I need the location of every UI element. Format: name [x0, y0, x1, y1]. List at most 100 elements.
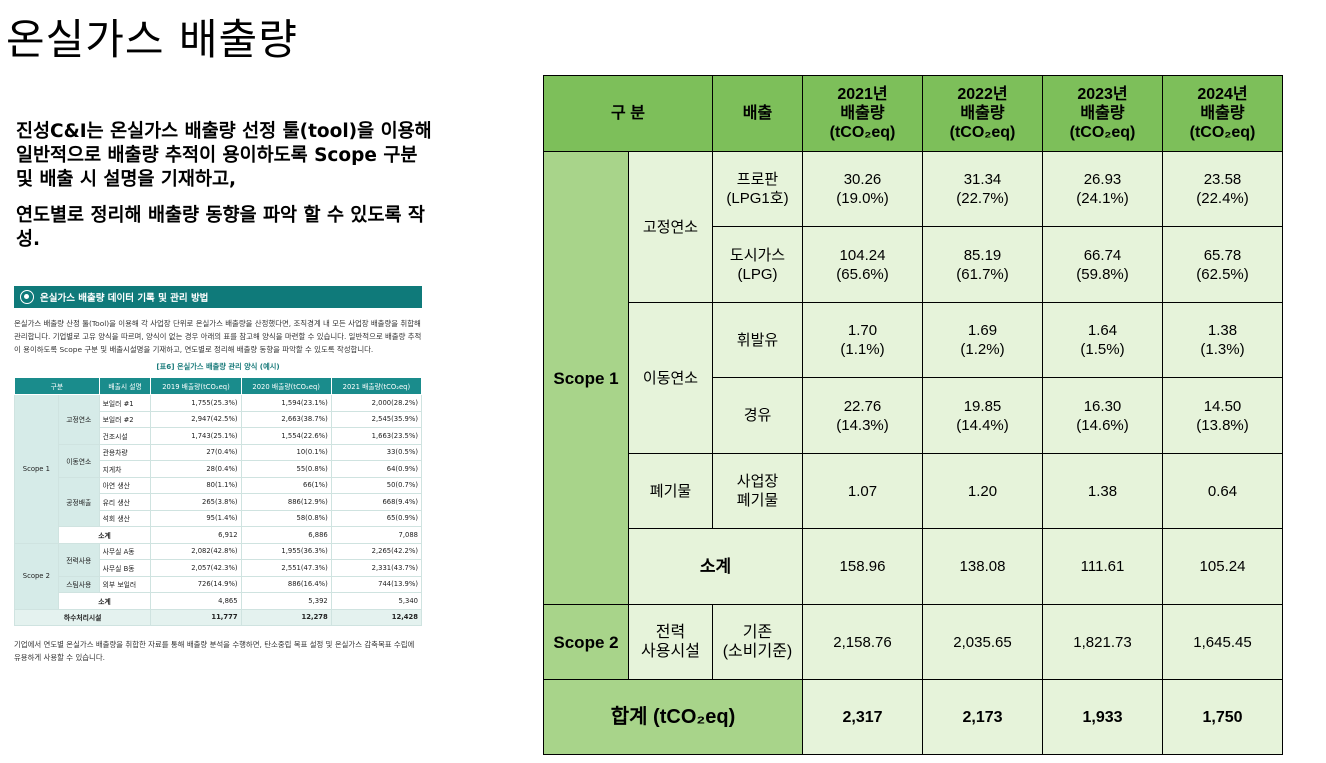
inset-scope1: Scope 1 — [14, 394, 59, 544]
th-year-2021: 2021년 배출량 (tCO₂eq) — [802, 75, 923, 152]
inset-cell: 2,545(35.9%) — [330, 410, 423, 428]
value-cell: 158.96 — [802, 528, 923, 605]
value-cell: 105.24 — [1162, 528, 1283, 605]
inset-cell: 11,777 — [150, 608, 242, 626]
inset-footer: 기업에서 연도별 온실가스 배출량을 취합한 자료를 통해 배출량 분석을 수행… — [14, 640, 415, 662]
inset-cell: 관용차량 — [98, 443, 152, 461]
table-row: Scope 1 고정연소 프로판 (LPG1호) 30.26 (19.0%) 31.… — [543, 151, 1283, 605]
inset-cell: 12,428 — [330, 608, 423, 626]
inset-cell: 건조시설 — [98, 427, 152, 445]
inset-cell: 보일러 #1 — [98, 394, 152, 412]
inset-cell: 95(1.4%) — [150, 509, 242, 527]
value-cell: 26.93 (24.1%) — [1042, 151, 1163, 227]
inset-subtotal-label: 소계 — [57, 592, 152, 610]
inset-cell: 사무실 A동 — [98, 542, 152, 560]
table-row: 보일러 #2 2,947(42.5%) 2,663(38.7%) 2,545(3… — [15, 410, 423, 428]
value-cell: 1.70 (1.1%) — [802, 302, 923, 378]
value-cell: 1.69 (1.2%) — [922, 302, 1043, 378]
inset-cell: 5,392 — [240, 592, 332, 610]
inset-cell: 1,594(23.1%) — [240, 394, 332, 412]
value-cell: 111.61 — [1042, 528, 1163, 605]
inset-cell: 2,947(42.5%) — [150, 410, 242, 428]
total-cell: 2,173 — [922, 679, 1043, 755]
inset-cell: 33(0.5%) — [330, 443, 423, 461]
table-header-row: 구 분 배출 2021년 배출량 (tCO₂eq) 2022년 배출량 (tCO₂eq)… — [543, 75, 1283, 152]
inset-cell: 아연 생산 — [98, 476, 152, 494]
table-row: 경유 22.76 (14.3%) 19.85 (14.4%) 16.30 (14.6%… — [544, 377, 1283, 454]
page-title: 온실가스 배출량 — [6, 15, 298, 64]
table-row: 소계 158.96 138.08 111.61 105.24 — [544, 528, 1283, 605]
table-row: 공정배출 아연 생산 80(1.1%) 66(1%) 50(0.7%) — [15, 476, 423, 527]
inset-cell: 2,057(42.3%) — [150, 559, 242, 577]
inset-th-2021: 2021 배출량(tCO₂eq) — [330, 377, 423, 395]
inset-cell: 5,340 — [330, 592, 423, 610]
inset-cell: 886(12.9%) — [240, 493, 332, 511]
inset-th-category: 구분 — [14, 377, 100, 395]
inset-th-desc: 배출시 설명 — [98, 377, 152, 395]
inset-document: 온실가스 배출량 데이터 기록 및 관리 방법 온실가스 배출량 산정 툴(To… — [13, 286, 423, 664]
waste-label: 폐기물 — [628, 453, 713, 529]
inset-cell: 28(0.4%) — [150, 460, 242, 478]
value-cell: 1.07 — [802, 453, 923, 529]
inset-cell: 2,265(42.2%) — [330, 542, 423, 560]
table-row: 석회 생산 95(1.4%) 58(0.8%) 65(0.9%) — [15, 509, 423, 527]
table-row: 이동연소 관용차량 27(0.4%) 10(0.1%) 33(0.5%) — [15, 443, 423, 478]
inset-cell: 10(0.1%) — [240, 443, 332, 461]
table-row: 하수처리시설 11,777 12,278 12,428 — [13, 608, 423, 626]
inset-cell: 744(13.9%) — [330, 575, 423, 593]
value-cell: 2,158.76 — [802, 604, 923, 680]
inset-cell: 2,331(43.7%) — [330, 559, 423, 577]
total-cell: 1,750 — [1162, 679, 1283, 755]
value-cell: 19.85 (14.4%) — [922, 377, 1043, 454]
scope2-label: Scope 2 — [543, 604, 629, 680]
scope1-label: Scope 1 — [543, 151, 629, 605]
inset-cell: 2,000(28.2%) — [330, 394, 423, 412]
inset-header-title: 온실가스 배출량 데이터 기록 및 관리 방법 — [40, 293, 209, 304]
table-row: Scope 1 고정연소 보일러 #1 1,755(25.3%) 1,594(2… — [14, 394, 423, 544]
table-row: 스팀사용 외부 보일러 726(14.9%) 886(16.4%) 744(13… — [15, 575, 423, 593]
value-cell: 22.76 (14.3%) — [802, 377, 923, 454]
value-cell: 1.20 — [922, 453, 1043, 529]
inset-cell: 55(0.8%) — [240, 460, 332, 478]
table-total-row: 합계 (tCO₂eq) 2,317 2,173 1,933 1,750 — [543, 679, 1283, 755]
gear-icon — [20, 290, 34, 304]
value-cell: 138.08 — [922, 528, 1043, 605]
power-facility-label: 전력 사용시설 — [628, 604, 713, 680]
table-row: 소계 6,912 6,886 7,088 — [15, 526, 423, 544]
inset-cell: 2,663(38.7%) — [240, 410, 332, 428]
inset-cell: 27(0.4%) — [150, 443, 242, 461]
value-cell: 1,645.45 — [1162, 604, 1283, 680]
inset-cell: 유리 생산 — [98, 493, 152, 511]
value-cell: 1,821.73 — [1042, 604, 1163, 680]
value-cell: 65.78 (62.5%) — [1162, 226, 1283, 303]
value-cell: 2,035.65 — [922, 604, 1043, 680]
fixed-combustion-label: 고정연소 — [628, 151, 713, 303]
th-category: 구 분 — [543, 75, 713, 152]
inset-subtotal-label: 소계 — [57, 526, 152, 544]
inset-cell: 1,755(25.3%) — [150, 394, 242, 412]
inset-cell: 2,551(47.3%) — [240, 559, 332, 577]
emissions-table: 구 분 배출 2021년 배출량 (tCO₂eq) 2022년 배출량 (tCO₂eq)… — [543, 75, 1283, 755]
table-row: Scope 2 전력사용 사무실 A동 2,082(42.8%) 1,955(3… — [14, 542, 423, 610]
table-row: 도시가스 (LPG) 104.24 (65.6%) 85.19 (61.7%) 66.… — [544, 226, 1283, 303]
inset-cell: 보일러 #2 — [98, 410, 152, 428]
inset-cell: 6,912 — [150, 526, 242, 544]
inset-cell: 64(0.9%) — [330, 460, 423, 478]
total-cell: 1,933 — [1042, 679, 1163, 755]
subtotal-label: 소계 — [628, 528, 803, 605]
inset-th-2019: 2019 배출량(tCO₂eq) — [150, 377, 242, 395]
inset-cat: 전력사용 — [57, 542, 100, 577]
value-cell: 14.50 (13.8%) — [1162, 377, 1283, 454]
inset-cat: 공정배출 — [57, 476, 100, 527]
value-cell: 104.24 (65.6%) — [802, 226, 923, 303]
total-cell: 2,317 — [802, 679, 923, 755]
intro-text: 진성C&I는 온실가스 배출량 선정 툴(tool)을 이용해 일반적으로 배출… — [16, 120, 436, 264]
inset-cell: 50(0.7%) — [330, 476, 423, 494]
value-cell: 16.30 (14.6%) — [1042, 377, 1163, 454]
inset-cell: 지게차 — [98, 460, 152, 478]
gasoline-label: 휘발유 — [712, 302, 803, 378]
site-waste-label: 사업장 폐기물 — [712, 453, 803, 529]
inset-cat: 고정연소 — [57, 394, 100, 445]
inset-cell: 1,663(23.5%) — [330, 427, 423, 445]
value-cell: 0.64 — [1162, 453, 1283, 529]
